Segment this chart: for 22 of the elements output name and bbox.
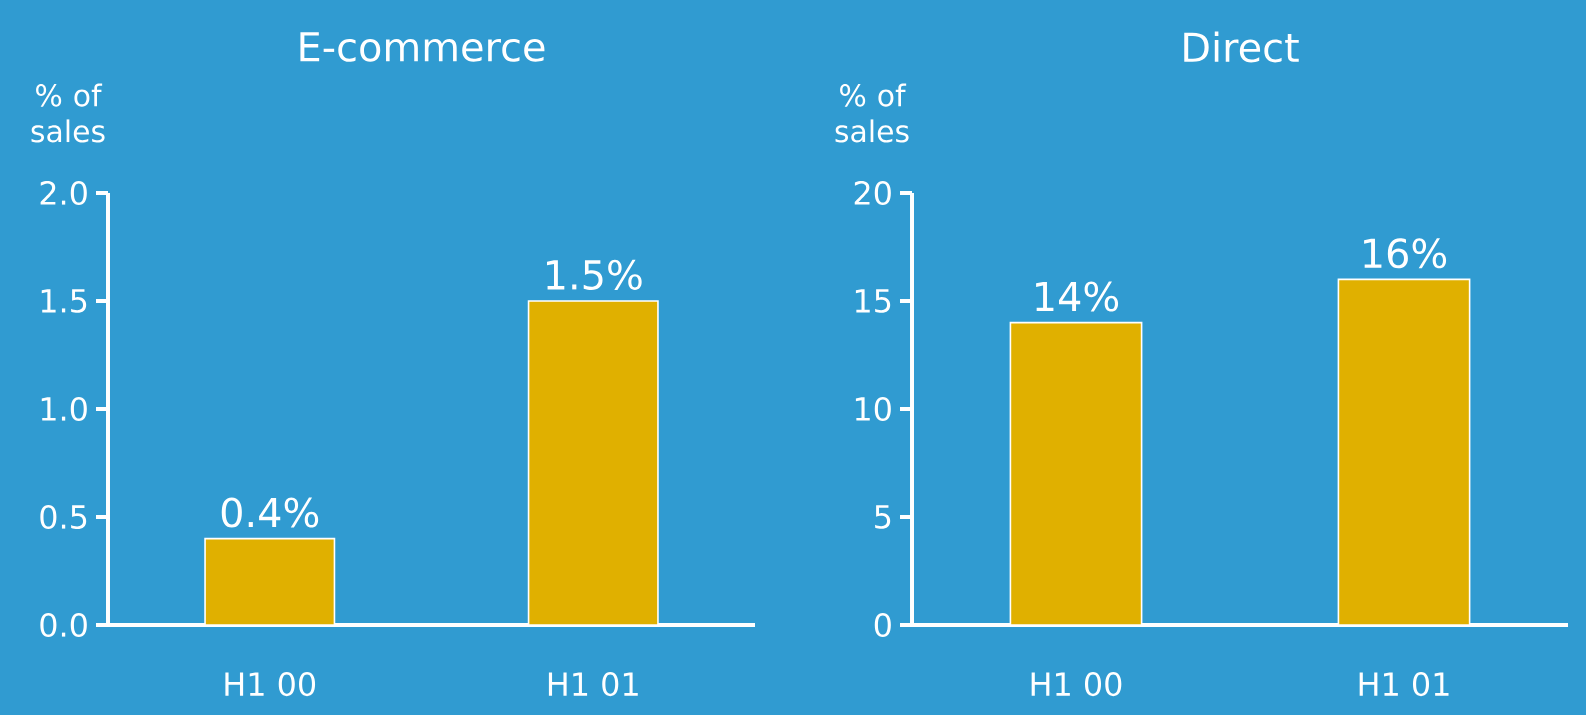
x-tick-label: H1 01 — [548, 672, 638, 697]
y-tick-label: 5 — [875, 505, 891, 529]
data-label: 16% — [1364, 238, 1447, 269]
y-tick-label: 20 — [854, 180, 891, 206]
y-tick-label: 1.5 — [41, 289, 87, 313]
y-tick-label: 15 — [855, 289, 891, 313]
y-tick-label: 0 — [874, 612, 891, 638]
y-axis-title: % of sales — [835, 83, 909, 143]
y-tick-label: 10 — [855, 396, 891, 422]
x-tick-label: H1 00 — [225, 672, 316, 697]
y-tick-label: 0.5 — [40, 504, 87, 530]
x-tick-label: H1 01 — [1359, 672, 1449, 697]
data-label: 1.5% — [547, 259, 642, 290]
y-tick-label: 1.0 — [41, 396, 87, 422]
y-tick-label: 0.0 — [40, 612, 87, 638]
chart-title: E-commerce — [300, 32, 545, 62]
data-label: 0.4% — [221, 497, 319, 528]
data-label: 14% — [1036, 281, 1119, 312]
y-tick-label: 2.0 — [40, 180, 87, 206]
x-tick-label: H1 00 — [1031, 672, 1122, 697]
y-axis-title: % of sales — [31, 83, 105, 143]
chart-title: Direct — [1184, 31, 1299, 63]
